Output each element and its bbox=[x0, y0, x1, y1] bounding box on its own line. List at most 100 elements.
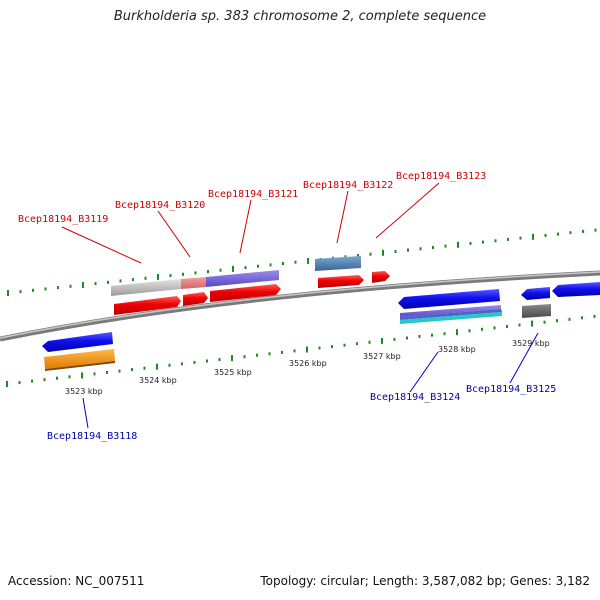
major-tick bbox=[157, 273, 159, 280]
minor-tick bbox=[493, 326, 496, 330]
gene-arrow-b3121[interactable] bbox=[210, 284, 281, 302]
minor-tick bbox=[132, 278, 134, 282]
gene-feature[interactable] bbox=[45, 361, 115, 371]
gene-arrow-b3118[interactable] bbox=[42, 332, 113, 352]
gene-label-b3119[interactable]: Bcep18194_B3119 bbox=[18, 214, 108, 225]
minor-tick bbox=[219, 268, 222, 272]
major-tick bbox=[156, 363, 158, 370]
major-tick bbox=[531, 320, 533, 327]
minor-tick bbox=[118, 369, 121, 373]
minor-tick bbox=[544, 233, 547, 237]
gene-feature[interactable] bbox=[400, 305, 501, 317]
minor-tick bbox=[57, 286, 59, 290]
gene-feature[interactable] bbox=[111, 279, 181, 296]
major-tick bbox=[81, 372, 83, 379]
minor-tick bbox=[244, 266, 247, 270]
major-tick bbox=[232, 265, 234, 272]
kbp-label: 3527 kbp bbox=[363, 352, 401, 361]
minor-tick bbox=[556, 319, 558, 323]
minor-tick bbox=[194, 271, 197, 275]
minor-tick bbox=[281, 350, 283, 354]
minor-tick bbox=[594, 228, 597, 232]
forward-features bbox=[111, 256, 390, 315]
gene-feature[interactable] bbox=[206, 270, 279, 287]
gene-arrow-b3123[interactable] bbox=[372, 271, 390, 283]
minor-tick bbox=[581, 316, 583, 320]
minor-tick bbox=[181, 362, 183, 366]
minor-tick bbox=[106, 371, 108, 374]
minor-tick bbox=[282, 262, 284, 265]
major-tick bbox=[7, 290, 9, 296]
minor-tick bbox=[557, 232, 559, 236]
minor-tick bbox=[131, 368, 133, 372]
minor-tick bbox=[406, 336, 408, 340]
kbp-label: 3526 kbp bbox=[289, 359, 327, 368]
minor-tick bbox=[69, 284, 72, 288]
minor-tick bbox=[543, 320, 546, 324]
minor-tick bbox=[394, 250, 397, 253]
minor-tick bbox=[269, 263, 272, 267]
gene-arrow-b3120[interactable] bbox=[183, 292, 208, 306]
gene-feature[interactable] bbox=[522, 304, 551, 318]
minor-tick bbox=[369, 252, 372, 256]
minor-tick bbox=[469, 241, 472, 245]
minor-tick bbox=[143, 366, 146, 370]
minor-tick bbox=[107, 280, 109, 284]
gene-arrow[interactable] bbox=[552, 282, 600, 297]
minor-tick bbox=[481, 327, 483, 331]
minor-tick bbox=[294, 260, 297, 264]
map-title: Burkholderia sp. 383 chromosome 2, compl… bbox=[113, 9, 487, 24]
minor-tick bbox=[582, 229, 584, 233]
gene-label-b3125[interactable]: Bcep18194_B3125 bbox=[466, 384, 556, 395]
minor-tick bbox=[318, 346, 321, 350]
minor-tick bbox=[182, 272, 184, 276]
gene-label-b3120[interactable]: Bcep18194_B3120 bbox=[115, 200, 205, 211]
genome-backbone bbox=[0, 270, 600, 342]
gene-label-b3121[interactable]: Bcep18194_B3121 bbox=[208, 189, 298, 200]
minor-tick bbox=[368, 340, 371, 344]
gene-arrow-b3122[interactable] bbox=[318, 275, 364, 288]
minor-tick bbox=[207, 270, 209, 274]
gene-feature[interactable] bbox=[44, 349, 115, 369]
reverse-gene-labels: Bcep18194_B3118 Bcep18194_B3124 Bcep1819… bbox=[47, 384, 556, 442]
minor-tick bbox=[443, 332, 446, 336]
major-tick bbox=[456, 329, 458, 336]
minor-tick bbox=[19, 290, 22, 294]
minor-tick bbox=[569, 231, 572, 235]
gene-label-b3124[interactable]: Bcep18194_B3124 bbox=[370, 392, 460, 403]
gene-label-b3122[interactable]: Bcep18194_B3122 bbox=[303, 180, 393, 191]
reverse-features bbox=[42, 282, 600, 371]
accession-text: Accession: NC_007511 bbox=[8, 574, 145, 588]
minor-tick bbox=[56, 376, 58, 380]
gene-feature[interactable] bbox=[181, 277, 206, 289]
minor-tick bbox=[419, 247, 422, 251]
kbp-labels: 3523 kbp 3524 kbp 3525 kbp 3526 kbp 3527… bbox=[65, 339, 550, 396]
minor-tick bbox=[356, 342, 358, 346]
minor-tick bbox=[407, 248, 409, 252]
gene-arrow-b3124[interactable] bbox=[398, 289, 500, 309]
kbp-label: 3523 kbp bbox=[65, 387, 103, 396]
major-tick bbox=[6, 381, 8, 387]
gene-arrow[interactable] bbox=[521, 287, 550, 300]
minor-tick bbox=[393, 337, 396, 341]
gene-label-b3118[interactable]: Bcep18194_B3118 bbox=[47, 431, 137, 442]
minor-tick bbox=[518, 323, 521, 327]
minor-tick bbox=[193, 360, 196, 364]
genome-backbone-highlight bbox=[0, 271, 600, 339]
major-tick bbox=[382, 249, 384, 256]
gene-label-b3123[interactable]: Bcep18194_B3123 bbox=[396, 171, 486, 182]
minor-tick bbox=[568, 317, 571, 321]
gene-arrow-b3119[interactable] bbox=[114, 296, 181, 315]
major-tick bbox=[306, 346, 308, 353]
kbp-label: 3524 kbp bbox=[139, 376, 177, 385]
lower-ruler bbox=[6, 314, 596, 387]
minor-tick bbox=[432, 246, 434, 249]
minor-tick bbox=[18, 381, 21, 385]
minor-tick bbox=[169, 274, 172, 278]
major-tick bbox=[532, 233, 534, 240]
gene-feature[interactable] bbox=[400, 312, 502, 324]
minor-tick bbox=[593, 314, 596, 318]
gene-feature[interactable] bbox=[315, 256, 361, 271]
gene-feature[interactable] bbox=[400, 309, 502, 320]
minor-tick bbox=[256, 353, 258, 357]
